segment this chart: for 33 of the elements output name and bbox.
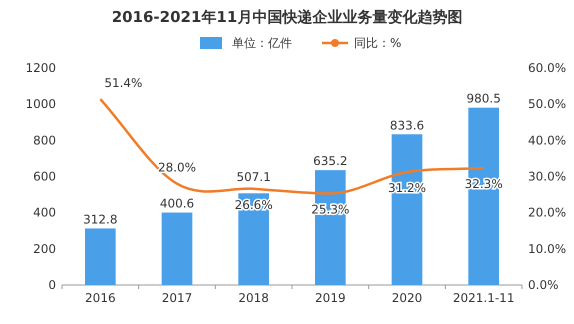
legend-label: 单位：亿件	[232, 36, 292, 50]
data-label: 507.1	[236, 170, 271, 184]
data-label: 400.6	[160, 196, 194, 211]
y-tick-label: 600	[33, 170, 56, 184]
y-tick-label: 1000	[25, 97, 56, 112]
data-label: 635.2	[313, 154, 348, 168]
y2-tick-label: 60.0%	[528, 61, 566, 75]
x-tick-label: 2021.1-11	[452, 291, 514, 305]
y-tick-label: 800	[33, 133, 56, 148]
data-label: 51.4%	[104, 76, 142, 90]
data-label: 833.6	[390, 118, 424, 132]
x-tick-label: 2016	[85, 291, 116, 305]
y2-tick-label: 30.0%	[528, 170, 566, 184]
bar	[85, 228, 116, 285]
data-label: 28.0%	[158, 160, 196, 175]
y2-tick-label: 10.0%	[528, 242, 566, 256]
legend-label: 同比：%	[354, 36, 402, 50]
x-tick-label: 2019	[315, 291, 346, 305]
y2-tick-label: 40.0%	[528, 133, 566, 148]
data-label: 980.5	[466, 92, 501, 106]
x-tick-label: 2018	[238, 291, 269, 305]
y2-tick-label: 20.0%	[528, 206, 566, 220]
y2-tick-label: 0.0%	[528, 278, 558, 292]
x-tick-label: 2020	[392, 291, 422, 305]
y2-tick-label: 50.0%	[528, 97, 566, 112]
y-tick-label: 200	[33, 242, 56, 256]
y-tick-label: 1200	[25, 61, 56, 75]
bar	[162, 212, 192, 285]
y-tick-label: 400	[33, 206, 56, 220]
y-tick-label: 0	[48, 278, 56, 292]
chart-title: 2016-2021年11月中国快递企业业务量变化趋势图	[112, 8, 462, 26]
data-label: 312.8	[83, 212, 118, 226]
x-tick-label: 2017	[162, 291, 192, 305]
